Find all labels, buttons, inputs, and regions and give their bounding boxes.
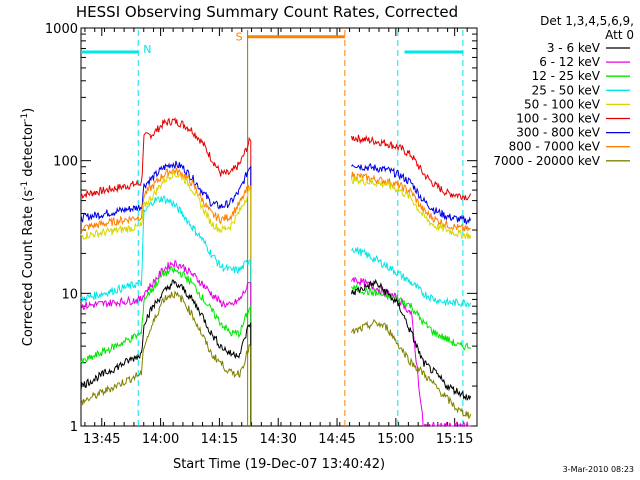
series-line-pass-1 (80, 279, 252, 426)
legend-label: 300 - 800 keV (516, 126, 600, 140)
y-tick-label: 100 (53, 155, 78, 170)
series-line-pass-2 (351, 162, 472, 225)
legend-label: 50 - 100 keV (524, 97, 601, 111)
legend-label: 6 - 12 keV (539, 55, 601, 69)
axes: 1 10 100 1000 13:45 14:00 14:15 14:30 14:45 15:00… (45, 22, 477, 447)
legend-label: 800 - 7000 keV (509, 140, 601, 154)
series-lines (80, 117, 472, 428)
series-line-pass-1 (80, 195, 252, 426)
legend-header-line-1: Det 1,3,4,5,6,9, (540, 14, 634, 28)
x-tick-label: 14:45 (318, 432, 355, 447)
legend-label: 12 - 25 keV (532, 69, 601, 83)
orbit-markers: NS (81, 30, 464, 426)
y-tick-label: 1000 (45, 22, 78, 37)
series-line-pass-2 (351, 318, 472, 420)
plot-area: 1 10 100 1000 13:45 14:00 14:15 14:30 14:45 15:00… (45, 22, 478, 447)
chart-title: HESSI Observing Summary Count Rates, Cor… (76, 3, 458, 21)
series-line-pass-1 (80, 290, 252, 426)
series-line-pass-1 (80, 259, 252, 426)
x-tick-label: 15:15 (436, 432, 473, 447)
y-tick-label: 10 (61, 287, 78, 302)
series-line-pass-2 (351, 276, 471, 428)
legend-header-line-2: Att 0 (605, 28, 634, 42)
eclipse-marker-label: N (143, 43, 151, 56)
series-line-pass-1 (80, 169, 252, 426)
series-line-pass-2 (351, 278, 472, 401)
y-axis-label: Corrected Count Rate (s-1 detector-1) (20, 108, 36, 346)
timestamp: 3-Mar-2010 08:23 (563, 465, 634, 474)
x-tick-label: 13:45 (83, 432, 120, 447)
series-line-pass-2 (351, 171, 471, 232)
series-line-pass-2 (351, 176, 472, 240)
x-tick-label: 14:15 (201, 432, 238, 447)
series-line-pass-1 (80, 160, 252, 426)
legend-label: 100 - 300 keV (516, 112, 600, 126)
x-tick-label: 14:30 (259, 432, 296, 447)
plot-frame (80, 27, 478, 427)
x-axis-label: Start Time (19-Dec-07 13:40:42) (173, 457, 385, 472)
series-line-pass-1 (80, 167, 252, 426)
legend-label: 3 - 6 keV (547, 41, 601, 55)
series-line-pass-2 (351, 247, 472, 308)
saa-marker-label: S (236, 31, 243, 44)
series-line-pass-1 (80, 117, 252, 426)
series-line-pass-2 (351, 283, 471, 351)
legend-label: 25 - 50 keV (532, 83, 601, 97)
x-tick-label: 15:00 (377, 432, 414, 447)
x-tick-label: 14:00 (142, 432, 179, 447)
legend-label: 7000 - 20000 keV (493, 154, 600, 168)
series-line-pass-1 (80, 265, 252, 426)
series-line-pass-2 (351, 134, 472, 201)
y-tick-label: 1 (70, 420, 78, 435)
